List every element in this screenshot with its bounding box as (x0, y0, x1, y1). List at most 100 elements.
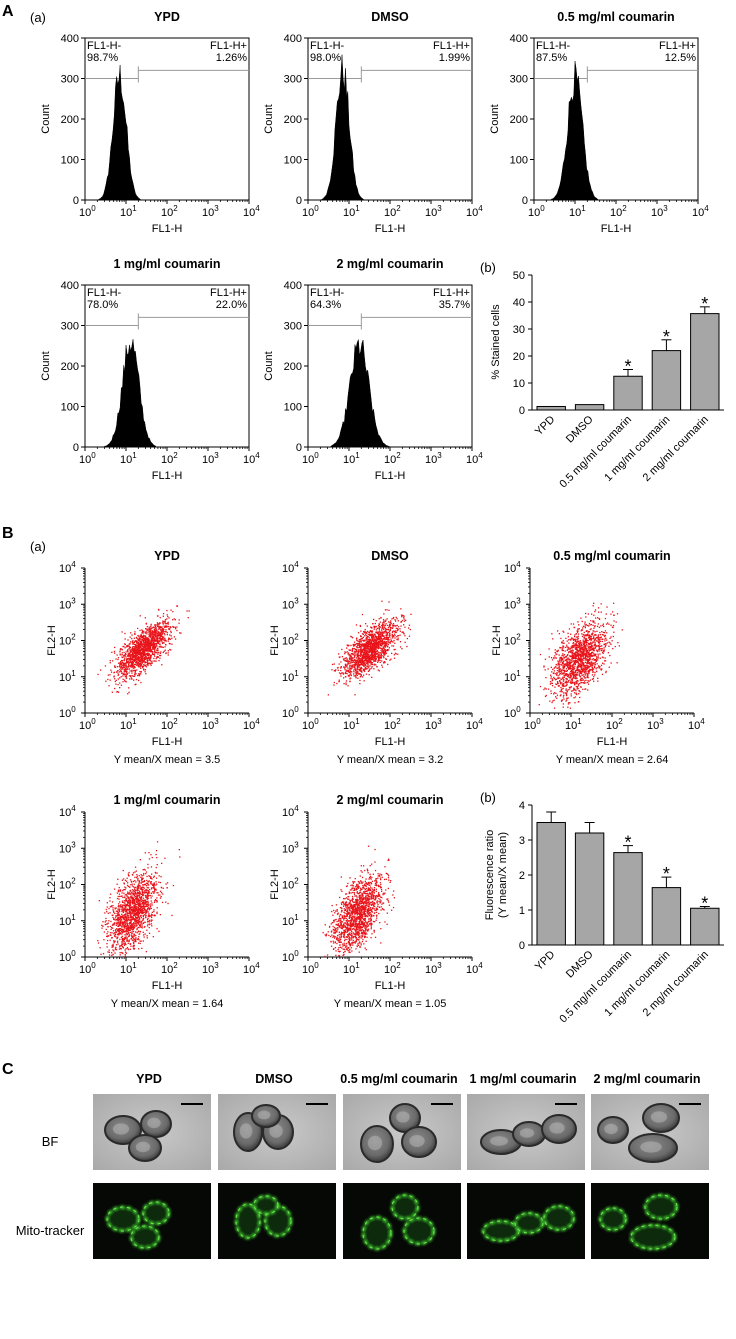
scatter-point (375, 645, 377, 647)
scatter-point (134, 633, 136, 635)
scatter-point (349, 660, 351, 662)
scatter-point (560, 656, 562, 658)
scatter-point (134, 649, 136, 651)
scatter-point (151, 634, 153, 636)
scatter-point (357, 632, 360, 634)
scatter-xtick-label: 100 (524, 717, 541, 732)
scatter-point (360, 645, 362, 648)
scatter-point (564, 674, 567, 676)
scatter-point (374, 647, 376, 649)
scatter-point (394, 619, 396, 621)
scatter-point (571, 647, 573, 649)
scatter-point (154, 651, 156, 654)
scatter-point (575, 646, 577, 648)
scatter-point (374, 649, 376, 651)
scatter-point (593, 650, 595, 652)
scatter-point (603, 663, 605, 665)
scatter-point (147, 637, 150, 640)
scatter-point (369, 635, 371, 637)
scatter-point (399, 634, 401, 636)
scatter-point (587, 665, 589, 667)
scatter-point (368, 674, 370, 676)
scatter-point (585, 672, 587, 674)
scatter-point (152, 640, 154, 642)
scatter-point (123, 669, 125, 671)
scatter-point (594, 647, 596, 649)
scatter-point (377, 640, 379, 643)
scatter-point (132, 643, 134, 645)
scatter-point (123, 651, 125, 654)
scatter-point (594, 644, 596, 646)
scatter-point (589, 635, 591, 637)
stained-bar-ytick-label: 50 (513, 270, 525, 282)
scatter-point (613, 602, 615, 604)
scatter-point (158, 651, 160, 654)
gate-positive-label: FL1-H+ (210, 40, 247, 52)
scatter-point (576, 668, 578, 670)
scatter-point (359, 648, 362, 650)
scatter-point (592, 638, 594, 640)
scatter-ytick-exp: 0 (516, 705, 521, 714)
gate-negative-percent: 64.3% (310, 299, 341, 311)
scatter-point (336, 682, 338, 685)
scatter-point (599, 636, 602, 639)
scatter-point (165, 626, 167, 628)
scatter-point (131, 647, 134, 649)
scatter-point (361, 660, 363, 662)
scatter-point (572, 665, 574, 667)
scatter-point (141, 658, 144, 660)
scatter-point (363, 648, 365, 650)
scatter-point (570, 686, 572, 688)
scatter-point (588, 636, 590, 638)
scatter-point (587, 671, 589, 673)
scatter-point (138, 663, 140, 666)
scatter-point (157, 642, 159, 644)
scatter-point (349, 665, 351, 667)
scatter-point (389, 636, 391, 638)
scatter-point (380, 649, 382, 652)
scatter-point (378, 670, 380, 672)
scatter-point (583, 672, 586, 674)
scatter-point (357, 652, 360, 654)
scatter-point (566, 673, 569, 675)
scatter-point (165, 625, 168, 627)
scatter-point (134, 674, 136, 676)
scatter-point (114, 646, 116, 649)
scatter-point (351, 665, 353, 667)
scatter-points (327, 600, 412, 696)
scatter-point (580, 651, 582, 653)
scatter-point (363, 640, 365, 642)
scatter-point (355, 672, 358, 674)
scatter-point (345, 683, 347, 686)
scatter-ytick-exp: 3 (516, 596, 521, 605)
scatter-point (571, 654, 574, 656)
scatter-point (354, 658, 356, 660)
scatter-point (150, 650, 152, 652)
scatter-point (378, 618, 380, 620)
scatter-point (113, 676, 115, 678)
scatter-point (371, 627, 373, 629)
scatter-point (169, 643, 171, 645)
scatter-point (359, 660, 361, 662)
scatter-point (147, 643, 149, 646)
scatter-point (592, 677, 594, 680)
scatter-point (578, 690, 580, 692)
scatter-point (591, 669, 594, 671)
scatter-point (363, 631, 365, 634)
scatter-point (373, 658, 375, 660)
scatter-point (601, 631, 603, 633)
scatter-point (370, 626, 372, 628)
scatter-point (597, 680, 599, 682)
scatter-point (600, 638, 602, 640)
scatter-point (581, 674, 583, 676)
scatter-point (104, 665, 107, 667)
scatter-point (386, 632, 389, 634)
scatter-point (137, 651, 139, 653)
scatter-point (572, 643, 574, 645)
scatter-point (576, 653, 578, 656)
scatter-point (138, 648, 140, 650)
scatter-point (358, 639, 360, 641)
scatter-point (363, 670, 366, 673)
scatter-point (154, 651, 156, 653)
scatter-point (561, 699, 564, 701)
